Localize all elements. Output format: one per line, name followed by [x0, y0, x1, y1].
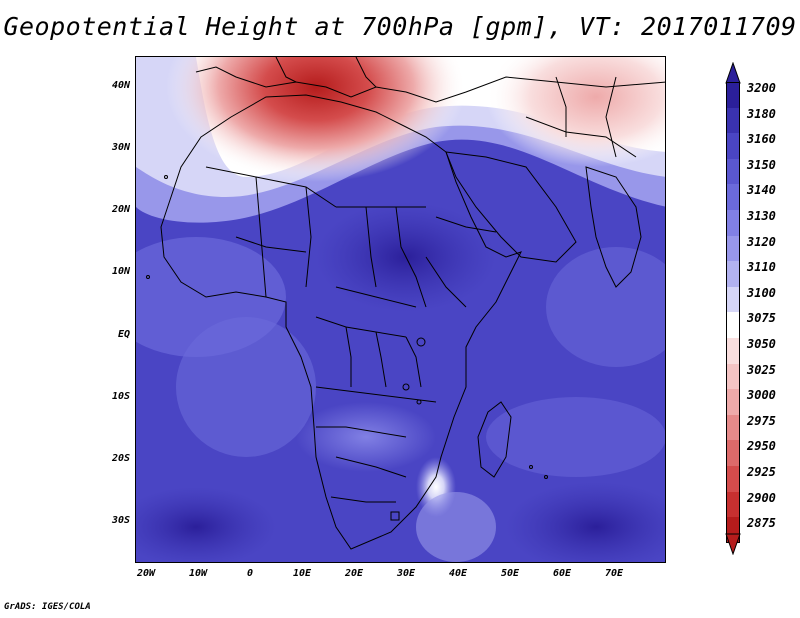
lat-label-20n: 20N [111, 204, 130, 215]
lat-label-20s: 20S [111, 453, 130, 464]
colorbar-label: 3160 [747, 132, 776, 147]
colorbar-label: 3025 [747, 362, 776, 377]
colorbar-segment [726, 465, 740, 492]
colorbar-segment [726, 337, 740, 364]
colorbar-segment [726, 389, 740, 415]
lon-label-30e: 30E [396, 568, 416, 579]
colorbar-label: 3110 [747, 260, 776, 275]
colorbar-label: 3130 [747, 209, 776, 223]
colorbar-segment [726, 184, 740, 210]
colorbar-label: 3150 [747, 157, 776, 172]
colorbar-segment [726, 158, 740, 185]
colorbar-label: 3050 [747, 337, 776, 351]
colorbar-label: 3100 [747, 285, 776, 300]
lon-label-60e: 60E [552, 568, 572, 579]
lon-label-50e: 50E [500, 568, 520, 579]
colorbar-label: 3180 [747, 106, 776, 121]
colorbar-segment [726, 286, 740, 313]
colorbar-segment [726, 209, 740, 236]
lat-label-10s: 10S [111, 391, 130, 402]
colorbar-top-arrow [725, 62, 741, 84]
colorbar-segment [726, 133, 740, 159]
map-plot-area [135, 56, 666, 563]
lon-label-10e: 10E [292, 568, 312, 579]
grads-credit: GrADS: IGES/COLA [4, 602, 91, 612]
colorbar-label: 3075 [747, 311, 776, 326]
colorbar-bottom-arrow [725, 533, 741, 555]
colorbar-segment [726, 414, 740, 441]
colorbar-segment [726, 82, 740, 108]
lat-label-30n: 30N [111, 142, 130, 153]
colorbar-label: 3140 [747, 183, 776, 198]
colorbar-segment [726, 491, 740, 518]
colorbar-label: 2900 [747, 490, 776, 505]
colorbar-segment [726, 107, 740, 134]
lon-label-10w: 10W [188, 568, 208, 579]
lat-label-eq: EQ [117, 329, 130, 340]
lon-label-40e: 40E [448, 568, 468, 579]
lon-label-70e: 70E [604, 568, 624, 579]
colorbar-segment [726, 235, 740, 262]
colorbar-label: 3120 [747, 234, 776, 249]
colorbar-segment [726, 363, 740, 390]
colorbar-label: 2975 [747, 413, 776, 428]
colorbar-label: 2925 [747, 465, 776, 479]
lat-label-40n: 40N [111, 80, 130, 91]
colorbar-label: 3200 [747, 81, 776, 95]
map-title: Geopotential Height at 700hPa [gpm], VT:… [3, 12, 797, 41]
colorbar [726, 82, 740, 543]
lat-label-30s: 30S [111, 515, 130, 526]
lon-label-0: 0 [246, 568, 254, 579]
lon-label-20e: 20E [344, 568, 364, 579]
map-svg [136, 57, 665, 562]
colorbar-label: 2950 [747, 439, 776, 454]
coastline-paths [146, 57, 665, 550]
lat-label-10n: 10N [111, 266, 130, 277]
colorbar-segment [726, 440, 740, 466]
colorbar-segment [726, 312, 740, 338]
colorbar-segment [726, 261, 740, 287]
lon-label-20w: 20W [136, 568, 156, 579]
colorbar-label: 3000 [747, 388, 776, 403]
colorbar-label: 2875 [747, 516, 776, 531]
